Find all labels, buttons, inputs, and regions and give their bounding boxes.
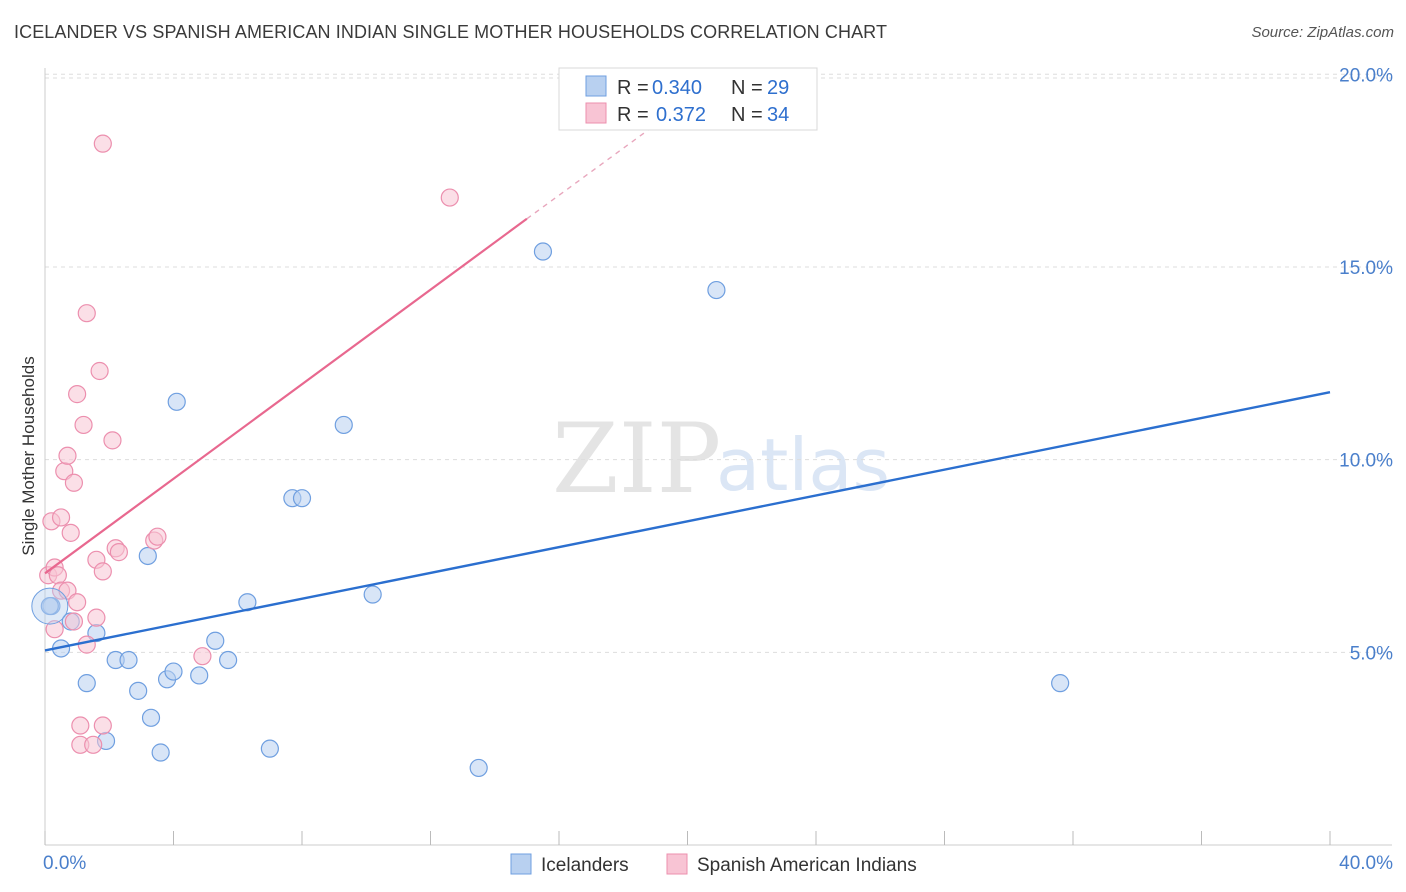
spanish-american-indians-trend-line (44, 217, 528, 575)
y-tick-label: 5.0% (1350, 643, 1393, 664)
spanish-american-indian-point (77, 304, 96, 323)
spanish-american-indian-point (68, 593, 87, 612)
icelander-point (363, 585, 382, 604)
chart-title: ICELANDER VS SPANISH AMERICAN INDIAN SIN… (14, 22, 888, 42)
icelander-point (119, 650, 138, 670)
watermark-zip: ZIP (552, 403, 721, 515)
gridlines (45, 73, 1392, 653)
bottom-legend-swatch-spanish-american-indians (666, 853, 688, 875)
icelanders-trend-line (44, 391, 1331, 652)
spanish-american-indian-point (68, 385, 87, 404)
legend-n-value-2: 34 (767, 104, 789, 126)
legend-n-label-2: N = (731, 104, 768, 126)
icelander-point (40, 596, 59, 616)
spanish-american-indian-point (61, 523, 80, 542)
legend-swatch-spanish-american-indians (585, 102, 607, 124)
trend-lines (44, 100, 1331, 652)
icelander-point (292, 489, 312, 508)
y-axis-label: Single Mother Households (19, 356, 38, 555)
legend-n-value-1: 29 (767, 77, 789, 99)
data-points (31, 134, 1070, 778)
x-tick-label-max: 40.0% (1339, 853, 1393, 874)
y-tick-label: 20.0% (1339, 65, 1393, 86)
stats-legend: R = 0.340 N = 29 R = 0.372 N = 34 (558, 67, 818, 131)
icelander-point (77, 674, 96, 693)
spanish-american-indian-point (193, 647, 212, 666)
spanish-american-indian-point (45, 620, 64, 639)
spanish-american-indian-point (109, 543, 128, 562)
spanish-american-indian-point (84, 735, 103, 754)
bottom-legend-label-spanish-american-indians: Spanish American Indians (697, 855, 917, 876)
y-tick-labels: 5.0% 10.0% 15.0% 20.0% (1339, 65, 1393, 664)
spanish-american-indian-point (64, 612, 84, 631)
icelander-point (141, 708, 161, 727)
spanish-american-indian-point (90, 361, 109, 381)
icelander-point (334, 415, 353, 435)
legend-r-label-2: R = (617, 104, 654, 126)
spanish-american-indian-point (148, 527, 167, 546)
spanish-american-indian-point (103, 431, 122, 450)
icelander-cluster-point (31, 587, 69, 625)
icelander-point (219, 650, 238, 670)
icelander-point (129, 681, 148, 700)
series-legend: Icelanders Spanish American Indians (510, 853, 917, 876)
x-ticks: 0.0% 40.0% (43, 831, 1393, 874)
icelander-point (167, 392, 186, 411)
icelander-point (138, 546, 157, 566)
legend-swatch-icelanders (585, 75, 607, 97)
spanish-american-indian-point (93, 134, 112, 153)
icelander-point (260, 739, 279, 758)
icelander-point (707, 280, 726, 300)
y-tick-label: 10.0% (1339, 451, 1393, 472)
spanish-american-indian-point (64, 473, 84, 492)
y-tick-label: 15.0% (1339, 258, 1393, 279)
spanish-american-indian-point (58, 446, 77, 465)
source-credit: Source: ZipAtlas.com (1251, 24, 1394, 41)
legend-r-label-1: R = (617, 77, 654, 99)
spanish-american-indian-point (51, 508, 71, 527)
legend-n-label-1: N = (731, 77, 768, 99)
axes (44, 68, 1392, 846)
watermark-atlas: atlas (716, 423, 890, 507)
icelander-point (151, 743, 170, 762)
spanish-american-indian-point (440, 188, 459, 207)
legend-r-value-2: 0.372 (656, 104, 706, 126)
icelander-point (190, 666, 209, 685)
spanish-american-indian-point (93, 562, 112, 581)
spanish-american-indians-trend-extension (526, 100, 688, 220)
spanish-american-indian-point (71, 716, 90, 735)
icelander-point (164, 662, 183, 681)
icelander-point (469, 758, 488, 778)
spanish-american-indian-point (74, 415, 93, 435)
icelander-point (1051, 674, 1070, 693)
icelander-point (206, 631, 225, 650)
spanish-american-indian-point (93, 716, 112, 735)
legend-r-value-1: 0.340 (652, 77, 702, 99)
bottom-legend-swatch-icelanders (510, 853, 532, 875)
spanish-american-indian-point (77, 635, 96, 654)
spanish-american-indian-point (87, 608, 106, 627)
x-tick-label-min: 0.0% (43, 853, 86, 874)
bottom-legend-label-icelanders: Icelanders (541, 855, 629, 876)
icelander-point (533, 242, 553, 261)
